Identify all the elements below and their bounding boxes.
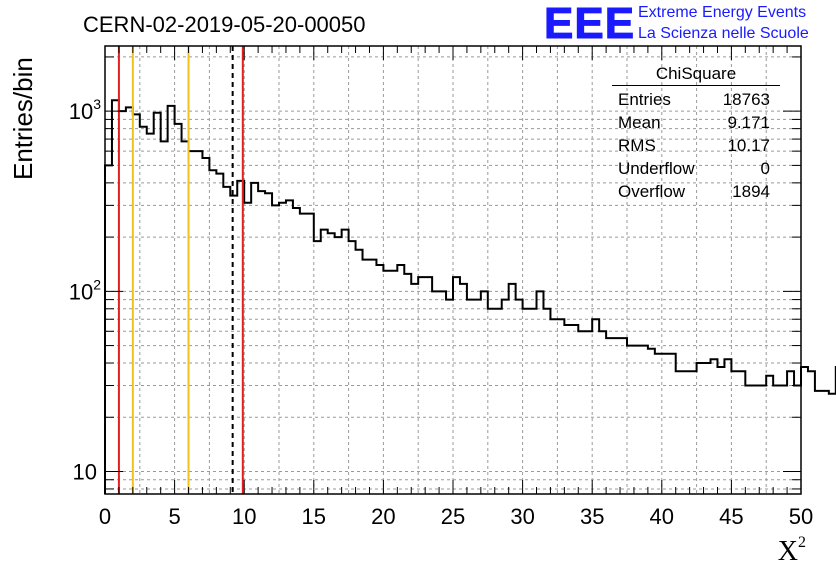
chart-title: CERN-02-2019-05-20-00050 [83,12,366,37]
stats-row-rms: RMS 10.17 [612,134,780,157]
x-tick-label: 40 [650,504,674,529]
stats-label: Mean [618,113,661,132]
x-tick-label: 45 [719,504,743,529]
stats-box: ChiSquare Entries 18763 Mean 9.171 RMS 1… [612,64,780,203]
stats-row-overflow: Overflow 1894 [612,180,780,203]
stats-row-underflow: Underflow 0 [612,157,780,180]
stats-label: Underflow [618,159,695,178]
x-tick-label: 35 [580,504,604,529]
y-tick-label: 103 [69,96,101,124]
stats-label: Overflow [618,182,686,201]
x-tick-label: 25 [441,504,465,529]
x-tick-label: 10 [232,504,256,529]
y-tick-label: 10 [73,459,97,484]
y-axis-label: Entries/bin [8,57,38,180]
y-tick-label: 102 [69,276,101,304]
stats-label: RMS [618,136,656,155]
x-tick-label: 30 [510,504,534,529]
eee-logo-mark: EEE [543,0,636,48]
brand-tagline: La Scienza nelle Scuole [638,25,809,42]
histogram-series [104,99,836,494]
stats-value: 18763 [722,90,770,109]
x-tick-label: 20 [371,504,395,529]
stats-box-title: ChiSquare [612,64,780,86]
x-tick-label: 50 [789,504,813,529]
x-axis-label-base: X [777,536,798,567]
brand-name: Extreme Energy Events [638,4,807,21]
stats-value: 10.17 [727,136,770,155]
x-tick-label: 0 [99,504,111,529]
eee-logo: EEE Extreme Energy Events La Scienza nel… [543,0,832,48]
stats-value: 0 [760,159,770,178]
stats-row-entries: Entries 18763 [612,88,780,111]
x-axis-label-exponent: 2 [798,534,806,551]
stats-row-mean: Mean 9.171 [612,111,780,134]
stats-value: 9.171 [727,113,770,132]
x-tick-label: 5 [168,504,180,529]
x-tick-label: 15 [302,504,326,529]
stats-value: 1894 [732,182,770,201]
x-axis-label: X2 [777,534,806,568]
stats-label: Entries [618,90,671,109]
